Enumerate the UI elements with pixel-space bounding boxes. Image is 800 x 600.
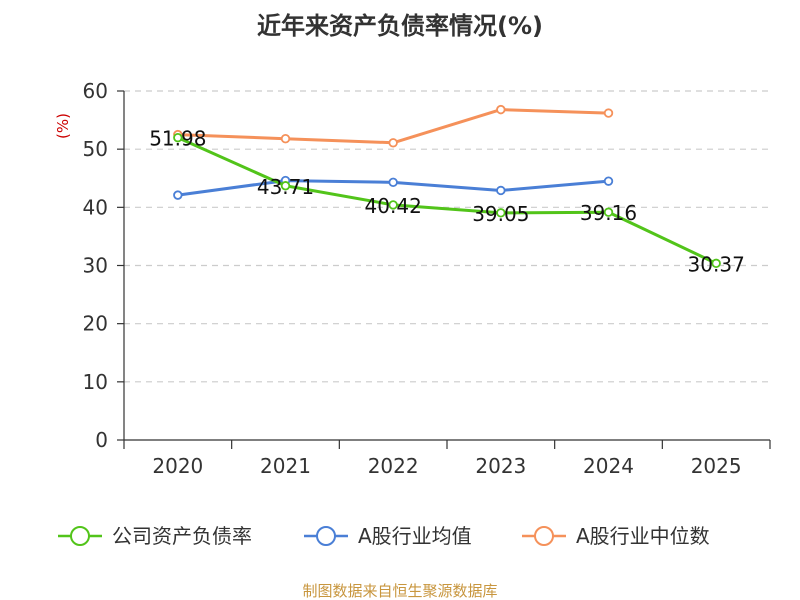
series-point bbox=[496, 104, 506, 115]
series-group bbox=[173, 104, 721, 269]
legend-label: 公司资产负债率 bbox=[112, 524, 252, 548]
data-label: 30.37 bbox=[688, 252, 745, 276]
series-point bbox=[280, 181, 291, 191]
series-point bbox=[388, 138, 398, 148]
series-point bbox=[496, 208, 506, 218]
y-tick-label: 60 bbox=[83, 79, 108, 103]
x-tick-label: 2025 bbox=[691, 454, 742, 478]
series-point bbox=[388, 177, 398, 188]
data-label: 43.71 bbox=[257, 175, 314, 199]
series-point bbox=[603, 108, 614, 118]
source-note: 制图数据来自恒生聚源数据库 bbox=[302, 582, 497, 600]
y-tick-label: 0 bbox=[95, 428, 108, 452]
legend-label: A股行业均值 bbox=[358, 524, 472, 548]
legend-swatch-marker bbox=[70, 526, 90, 546]
x-tick-label: 2023 bbox=[475, 454, 526, 478]
x-tick-label: 2024 bbox=[583, 454, 634, 478]
series-point bbox=[603, 176, 614, 186]
series-point bbox=[496, 185, 506, 196]
y-tick-label: 20 bbox=[83, 312, 108, 336]
grid-lines bbox=[124, 90, 770, 383]
series-point bbox=[603, 207, 614, 217]
legend-swatch-marker bbox=[316, 526, 336, 546]
axes: 0 10 20 30 40 50 60 2020 2021 2022 2023 2024 2025 bbox=[83, 79, 771, 478]
chart-title: 近年来资产负债率情况(%) bbox=[257, 12, 543, 40]
legend-label: A股行业中位数 bbox=[576, 524, 710, 548]
series-point bbox=[280, 133, 291, 144]
y-tick-label: 50 bbox=[83, 137, 108, 161]
x-tick-label: 2021 bbox=[260, 454, 311, 478]
data-label: 40.42 bbox=[365, 194, 422, 218]
y-tick-label: 40 bbox=[83, 195, 108, 219]
data-label: 39.05 bbox=[472, 202, 529, 226]
series-line bbox=[177, 136, 717, 265]
x-tick-label: 2022 bbox=[368, 454, 419, 478]
series-point bbox=[388, 200, 398, 210]
data-label: 39.16 bbox=[580, 201, 637, 225]
series-point bbox=[711, 258, 721, 269]
legend: 公司资产负债率 A股行业均值 A股行业中位数 bbox=[58, 524, 710, 548]
legend-swatch-marker bbox=[534, 526, 554, 546]
series-point bbox=[173, 190, 183, 200]
y-tick-label: 10 bbox=[83, 370, 108, 394]
data-label: 51.98 bbox=[149, 127, 206, 151]
y-axis-unit-label: (%) bbox=[54, 113, 72, 139]
series-line bbox=[177, 108, 609, 145]
series-point bbox=[173, 132, 183, 143]
data-labels: 51.98 43.71 40.42 39.05 39.16 30.37 bbox=[149, 127, 745, 277]
x-tick-label: 2020 bbox=[152, 454, 203, 478]
y-tick-label: 30 bbox=[83, 254, 108, 278]
